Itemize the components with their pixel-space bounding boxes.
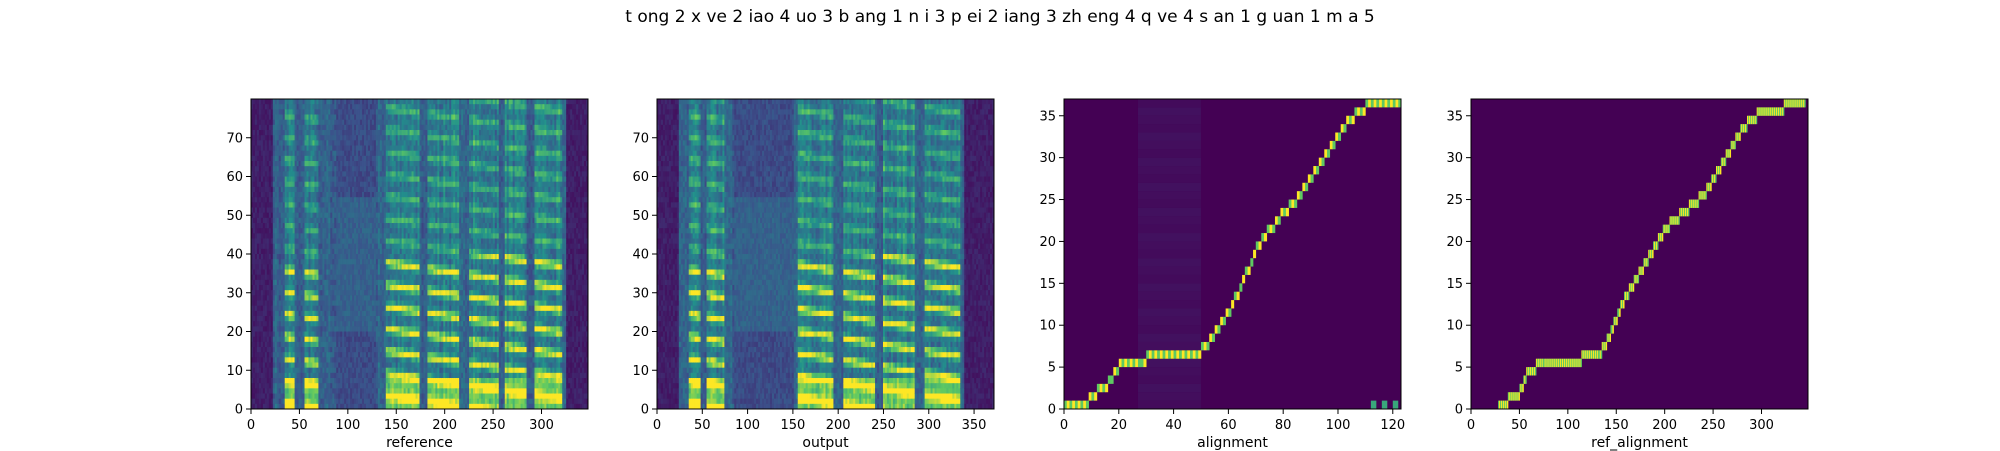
panel-reference: 0 50 100 150 200 250 300010203040506070referen… bbox=[226, 99, 588, 451]
figure-suptitle: t ong 2 x ve 2 iao 4 uo 3 b ang 1 n i 3 … bbox=[625, 7, 1374, 27]
